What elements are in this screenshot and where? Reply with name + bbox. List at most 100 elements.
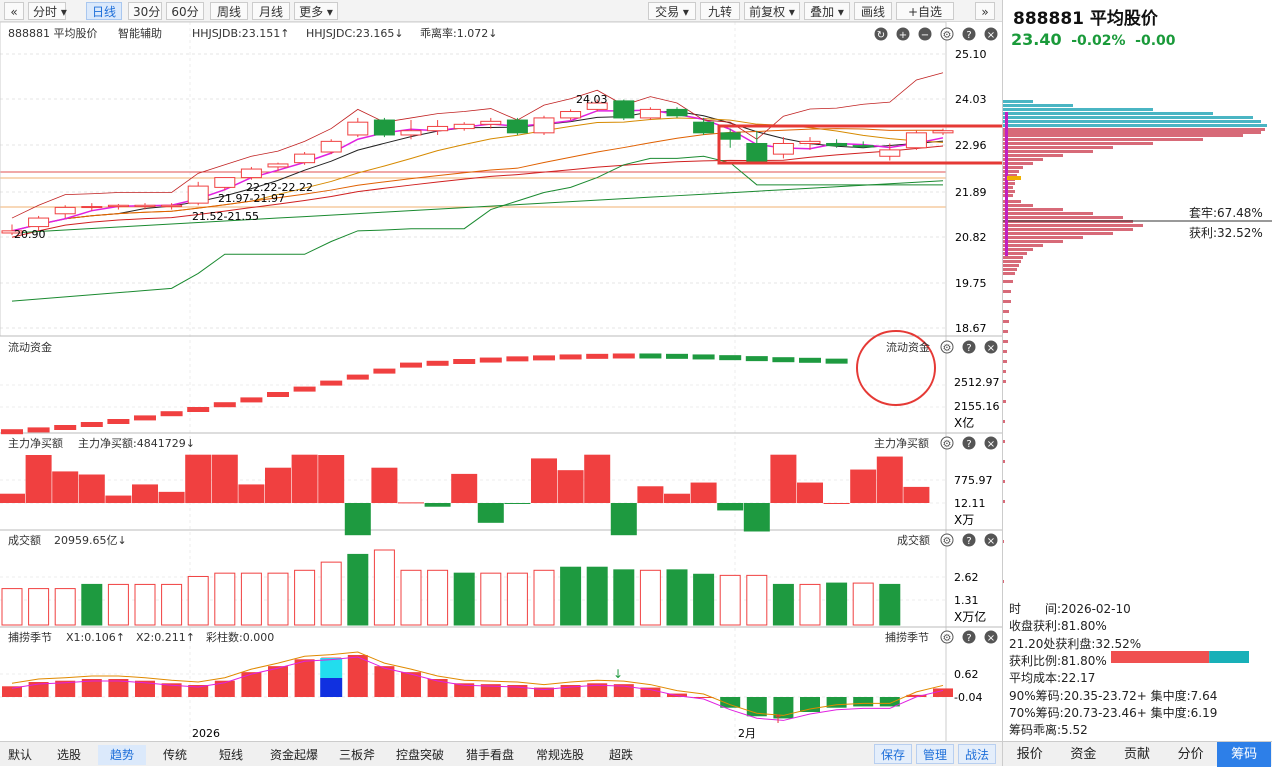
season-bar[interactable]: [906, 694, 927, 697]
bottom-tab-5[interactable]: 资金起爆: [269, 748, 318, 762]
volume-bar[interactable]: [879, 583, 901, 626]
toolbar-btn-4[interactable]: 画线: [854, 2, 892, 20]
candle[interactable]: [826, 139, 848, 148]
volume-bar[interactable]: [187, 575, 209, 626]
flow-bar[interactable]: [559, 354, 582, 360]
flow-bar[interactable]: [426, 360, 449, 366]
panel-icons[interactable]: ↻ + − ⚙? × ⚙? × ⚙? × ⚙? × ⚙? ×: [874, 27, 998, 644]
flow-bar[interactable]: [54, 425, 77, 430]
season-bar[interactable]: [241, 672, 262, 697]
right-tab-0[interactable]: 报价: [1016, 747, 1043, 762]
flow-bar[interactable]: [533, 355, 555, 361]
period-tab-4[interactable]: 周线: [210, 2, 248, 20]
net-bar[interactable]: [823, 503, 850, 504]
volume-bar[interactable]: [81, 583, 103, 626]
volume-bar[interactable]: [320, 561, 342, 626]
season-bar[interactable]: [640, 687, 661, 697]
toolbar-btn-2[interactable]: 前复权 ▾: [744, 2, 800, 20]
net-bar[interactable]: [158, 491, 185, 503]
candle[interactable]: [533, 115, 555, 135]
candle[interactable]: [294, 152, 316, 165]
flow-bar[interactable]: [346, 374, 369, 380]
plus-icon[interactable]: +: [896, 27, 910, 41]
candle[interactable]: [427, 120, 449, 135]
volume-bar[interactable]: [427, 569, 449, 626]
season-bar[interactable]: [347, 655, 368, 697]
flow-bar[interactable]: [267, 392, 289, 397]
bottom-tab-3[interactable]: 传统: [162, 748, 187, 762]
bottom-btn-2[interactable]: 战法: [958, 744, 996, 764]
candle[interactable]: [799, 137, 821, 150]
candle[interactable]: [214, 177, 236, 191]
net-bar[interactable]: [371, 467, 398, 503]
candle[interactable]: [506, 117, 528, 135]
period-tab-5[interactable]: 月线: [252, 2, 290, 20]
chart-canvas[interactable]: 25.10 24.03 22.96 21.89 20.82 19.75 18.67 2512.…: [0, 0, 1017, 741]
net-bar[interactable]: [52, 471, 79, 503]
season-bar[interactable]: [268, 666, 288, 697]
net-bar[interactable]: [531, 458, 557, 503]
refresh-icon[interactable]: ↻: [874, 27, 888, 41]
net-bar[interactable]: [185, 454, 212, 503]
flow-bar[interactable]: [825, 358, 848, 364]
volume-bars[interactable]: [1, 549, 901, 626]
period-tab-3[interactable]: 60分: [166, 2, 204, 20]
candle[interactable]: [719, 128, 741, 148]
net-buy-bars[interactable]: [0, 454, 930, 536]
right-tab-1[interactable]: 资金: [1070, 747, 1097, 762]
bottom-tab-0[interactable]: 默认: [7, 748, 32, 762]
bottom-tab-8[interactable]: 猎手看盘: [465, 748, 514, 762]
candle[interactable]: [81, 203, 103, 211]
volume-bar[interactable]: [533, 569, 555, 626]
season-bar[interactable]: [427, 679, 448, 697]
net-bar[interactable]: [105, 495, 132, 503]
gear-icon[interactable]: ⚙: [940, 27, 954, 41]
candle[interactable]: [666, 107, 688, 118]
net-bar[interactable]: [903, 486, 930, 503]
net-bar[interactable]: [424, 503, 451, 507]
volume-bar[interactable]: [240, 572, 262, 626]
net-bar[interactable]: [584, 454, 611, 503]
flow-bar[interactable]: [799, 357, 821, 363]
chip-distribution[interactable]: [1003, 0, 1272, 741]
gear-icon[interactable]: ⚙: [940, 533, 954, 547]
candle[interactable]: [28, 215, 50, 231]
candle[interactable]: [879, 143, 901, 161]
candle[interactable]: [161, 203, 183, 210]
season-bar[interactable]: [879, 697, 900, 707]
season-bar[interactable]: [401, 672, 421, 697]
flow-bar[interactable]: [187, 407, 210, 412]
close-icon[interactable]: ×: [984, 340, 998, 354]
volume-bar[interactable]: [347, 553, 369, 626]
season-bar[interactable]: [81, 679, 102, 697]
flow-bar[interactable]: [80, 422, 103, 427]
toolbar-btn-5[interactable]: +自选: [896, 2, 954, 20]
net-bar[interactable]: [664, 493, 690, 503]
net-bar[interactable]: [291, 454, 318, 503]
volume-bar[interactable]: [1, 588, 23, 626]
volume-bar[interactable]: [373, 549, 395, 626]
candle[interactable]: [693, 117, 715, 135]
flow-bar[interactable]: [107, 419, 130, 424]
net-bar[interactable]: [770, 454, 797, 503]
flow-bar[interactable]: [27, 427, 50, 433]
bottom-tab-10[interactable]: 超跌: [608, 748, 633, 762]
volume-bar[interactable]: [400, 569, 422, 626]
collapse-left-icon[interactable]: «: [4, 2, 24, 20]
volume-bar[interactable]: [772, 583, 794, 626]
candle[interactable]: [347, 117, 369, 138]
season-bar[interactable]: [613, 684, 634, 697]
candles[interactable]: [1, 99, 954, 236]
season-bar[interactable]: [560, 685, 581, 697]
candle[interactable]: [560, 109, 582, 121]
season-bar[interactable]: [294, 659, 315, 697]
right-tab-3[interactable]: 分价: [1177, 747, 1204, 762]
flow-bars[interactable]: [1, 353, 848, 435]
net-bar[interactable]: [850, 469, 877, 503]
help-icon[interactable]: ?: [962, 27, 976, 41]
net-bar[interactable]: [717, 503, 744, 511]
volume-bar[interactable]: [639, 569, 661, 626]
candle[interactable]: [932, 128, 954, 135]
season-bar[interactable]: [534, 687, 554, 697]
toolbar-btn-3[interactable]: 叠加 ▾: [804, 2, 850, 20]
